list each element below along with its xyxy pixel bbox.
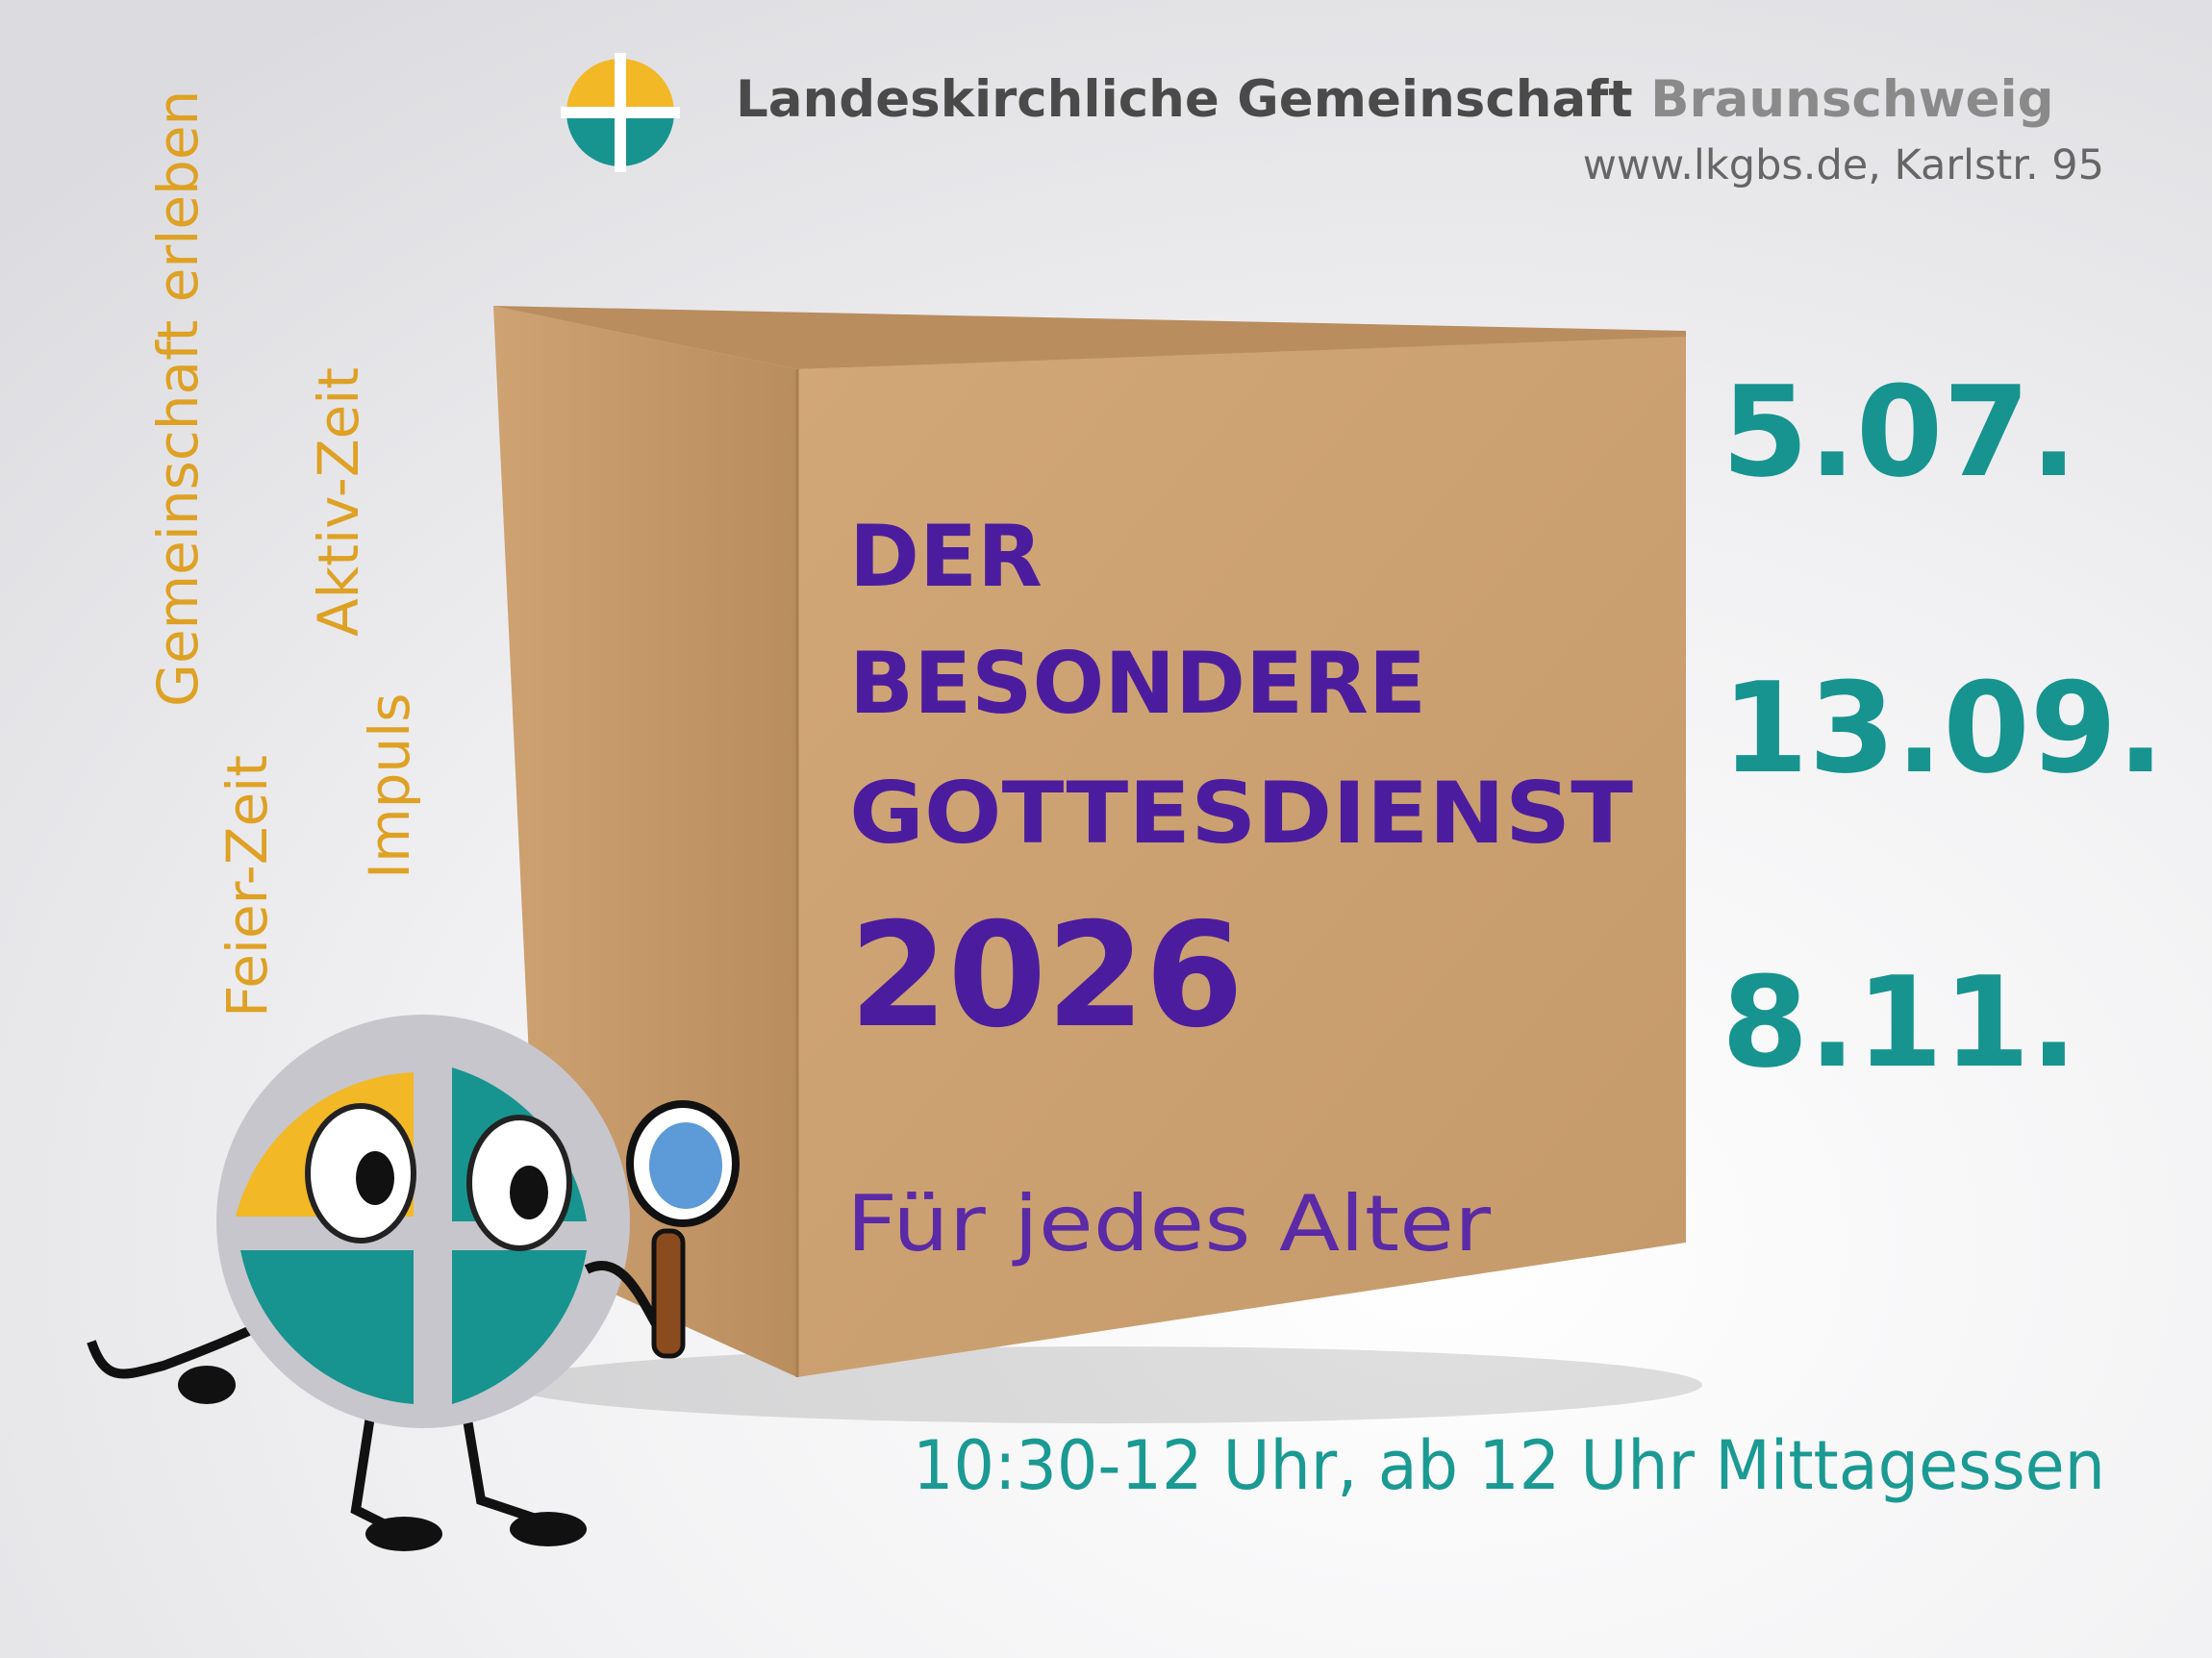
date: 13.09. bbox=[1722, 655, 2165, 801]
date: 8.11. bbox=[1722, 949, 2077, 1095]
title-year: 2026 bbox=[849, 892, 1244, 1060]
keywords: Gemeinschaft erleben Aktiv-Zeit Impuls F… bbox=[145, 90, 422, 1017]
title-line: BESONDERE bbox=[849, 634, 1426, 733]
keyword: Gemeinschaft erleben bbox=[145, 90, 211, 707]
logo bbox=[561, 53, 680, 172]
org-name: Landeskirchliche Gemeinschaft Braunschwe… bbox=[736, 70, 2054, 129]
footer-time: 10:30-12 Uhr, ab 12 Uhr Mittagessen bbox=[913, 1426, 2105, 1505]
title-line: DER bbox=[849, 507, 1043, 606]
subtitle: Für jedes Alter bbox=[846, 1179, 1491, 1269]
address: www.lkgbs.de, Karlstr. 95 bbox=[1583, 141, 2104, 189]
dates: 5.07. 13.09. 8.11. bbox=[1722, 359, 2165, 1095]
title-line: GOTTESDIENST bbox=[849, 764, 1633, 863]
keyword: Aktiv-Zeit bbox=[306, 367, 371, 637]
org-name-main: Landeskirchliche Gemeinschaft bbox=[736, 70, 1633, 129]
mascot bbox=[87, 1015, 740, 1551]
keyword: Impuls bbox=[357, 692, 422, 879]
keyword: Feier-Zeit bbox=[214, 755, 280, 1017]
org-name-city: Braunschweig bbox=[1650, 70, 2053, 129]
title: DER BESONDERE GOTTESDIENST 2026 bbox=[849, 507, 1633, 1060]
date: 5.07. bbox=[1722, 359, 2077, 505]
